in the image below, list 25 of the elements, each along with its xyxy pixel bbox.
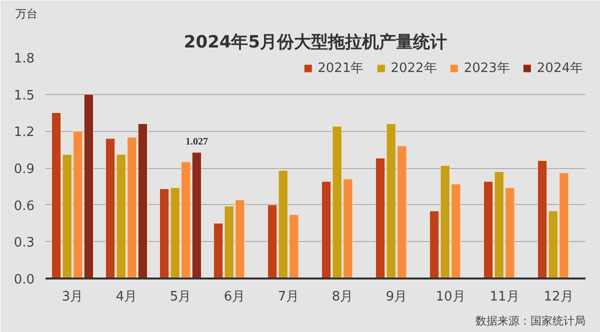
legend-label: 2022年	[390, 60, 437, 77]
y-axis-title: 万台	[16, 8, 38, 20]
y-tick-label: 0.9	[14, 162, 35, 177]
data-label: 1.027	[185, 136, 208, 148]
x-tick-label: 5月	[170, 290, 192, 304]
x-tick-label: 7月	[278, 290, 300, 304]
y-tick-label: 1.5	[14, 88, 35, 104]
legend-label: 2021年	[318, 60, 364, 77]
chart-title: 2024年5月份大型拖拉机产量统计	[184, 32, 448, 52]
x-tick-label: 12月	[544, 290, 574, 304]
x-tick-label: 6月	[224, 290, 246, 304]
x-tick-label: 9月	[386, 290, 408, 304]
legend-label: 2024年	[536, 60, 583, 77]
y-tick-label: 0.3	[14, 236, 35, 251]
y-tick-label: 0.0	[14, 272, 35, 288]
y-tick-label: 1.8	[14, 52, 35, 66]
y-tick-label: 0.6	[14, 198, 35, 214]
x-tick-label: 8月	[332, 290, 354, 304]
legend-label: 2023年	[464, 60, 510, 77]
y-tick-label: 1.2	[14, 125, 35, 140]
x-tick-label: 4月	[116, 290, 138, 304]
x-tick-label: 10月	[436, 290, 466, 304]
x-tick-label: 3月	[62, 290, 84, 304]
x-tick-label: 11月	[490, 290, 520, 304]
source-note: 数据来源：国家统计局	[476, 314, 586, 328]
